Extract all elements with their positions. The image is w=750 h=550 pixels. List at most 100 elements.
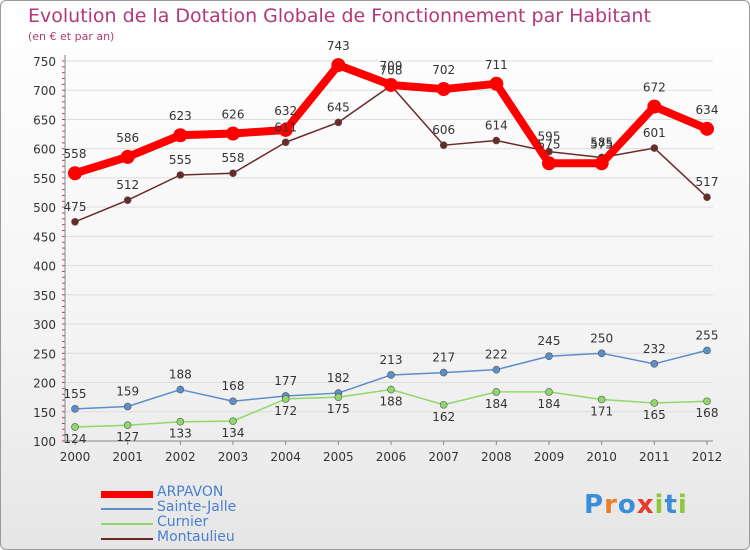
data-label: 245 [538, 334, 561, 348]
data-label: 171 [590, 404, 613, 418]
y-tick-label: 600 [33, 143, 56, 157]
data-label: 133 [169, 427, 192, 441]
legend-label: ARPAVON [157, 484, 224, 500]
data-point [331, 58, 346, 73]
data-label: 159 [116, 385, 139, 399]
data-label: 175 [327, 402, 350, 416]
data-point [229, 397, 237, 406]
x-tick-label: 2009 [534, 450, 565, 464]
logo-letter: t [664, 490, 678, 520]
data-label: 575 [538, 137, 561, 151]
data-label: 172 [274, 404, 297, 418]
data-point [597, 349, 606, 358]
data-label: 708 [380, 64, 403, 78]
data-point [492, 136, 501, 145]
data-label: 232 [643, 342, 666, 356]
data-label: 184 [538, 397, 561, 411]
data-point [173, 128, 188, 143]
data-label: 517 [696, 175, 719, 189]
data-point [650, 399, 659, 407]
y-tick-label: 400 [33, 260, 56, 274]
logo-letter: r [604, 490, 618, 520]
legend-label: Montaulieu [157, 529, 235, 545]
data-label: 134 [222, 426, 245, 440]
data-label: 213 [380, 353, 403, 367]
data-label: 217 [432, 351, 455, 365]
data-point [71, 423, 79, 431]
data-point [123, 421, 132, 430]
data-point [703, 193, 711, 202]
legend-swatch [101, 508, 153, 510]
data-label: 595 [538, 130, 561, 144]
logo-letter: x [636, 490, 655, 520]
x-tick-label: 2006 [376, 450, 407, 464]
data-label: 672 [643, 81, 666, 95]
data-point [492, 388, 501, 396]
data-label: 711 [485, 58, 508, 72]
x-tick-label: 2001 [112, 450, 143, 464]
data-point [68, 166, 82, 181]
y-tick-label: 450 [33, 230, 56, 244]
data-point [229, 169, 237, 178]
data-label: 555 [169, 153, 192, 167]
data-point [594, 156, 609, 171]
data-point [226, 126, 240, 141]
data-label: 558 [222, 151, 245, 165]
data-point [71, 405, 79, 413]
legend-label: Curnier [157, 514, 209, 530]
y-tick-label: 550 [33, 172, 56, 186]
data-point [647, 99, 662, 114]
data-label: 188 [380, 395, 403, 409]
x-tick-label: 2008 [481, 450, 512, 464]
y-tick-label: 200 [33, 377, 56, 391]
data-label: 645 [327, 100, 350, 114]
x-tick-label: 2004 [270, 450, 301, 464]
legend-swatch [101, 523, 153, 525]
logo-letter: i [677, 490, 688, 520]
data-point [334, 118, 343, 127]
data-point [703, 397, 711, 406]
data-point [387, 371, 395, 379]
logo-letter: o [617, 490, 637, 520]
data-label: 575 [590, 137, 613, 151]
data-label: 184 [485, 397, 508, 411]
data-point [436, 82, 451, 97]
x-tick-label: 2005 [323, 450, 354, 464]
data-point [176, 385, 185, 394]
data-point [489, 76, 504, 91]
data-point [71, 217, 79, 226]
data-label: 475 [64, 200, 87, 214]
data-label: 127 [116, 430, 139, 444]
data-label: 585 [590, 135, 613, 149]
x-tick-label: 2011 [639, 450, 670, 464]
data-point [123, 402, 132, 411]
chart-subtitle: (en € et par an) [28, 30, 115, 43]
data-label: 162 [432, 410, 455, 424]
data-label: 124 [64, 432, 87, 446]
data-label: 558 [64, 147, 87, 161]
data-point [650, 360, 659, 368]
chart-title: Evolution de la Dotation Globale de Fonc… [28, 5, 651, 27]
data-label: 614 [485, 119, 508, 133]
y-tick-label: 350 [33, 289, 56, 303]
y-tick-label: 300 [33, 318, 56, 332]
data-label: 743 [327, 39, 350, 53]
y-tick-label: 750 [33, 55, 56, 69]
y-tick-label: 250 [33, 347, 56, 361]
data-point [176, 417, 185, 426]
data-label: 601 [643, 126, 666, 140]
data-point [384, 77, 398, 92]
data-point [123, 196, 132, 204]
data-label: 626 [222, 107, 245, 121]
y-tick-label: 100 [33, 435, 56, 449]
proxiti-logo: Proxiti [584, 490, 688, 520]
data-point [545, 388, 553, 396]
data-point [176, 171, 185, 179]
data-point [281, 138, 290, 147]
data-point [492, 365, 501, 374]
data-label: 188 [169, 368, 192, 382]
data-point [650, 144, 659, 152]
data-label: 606 [432, 123, 455, 137]
data-point [545, 352, 553, 361]
